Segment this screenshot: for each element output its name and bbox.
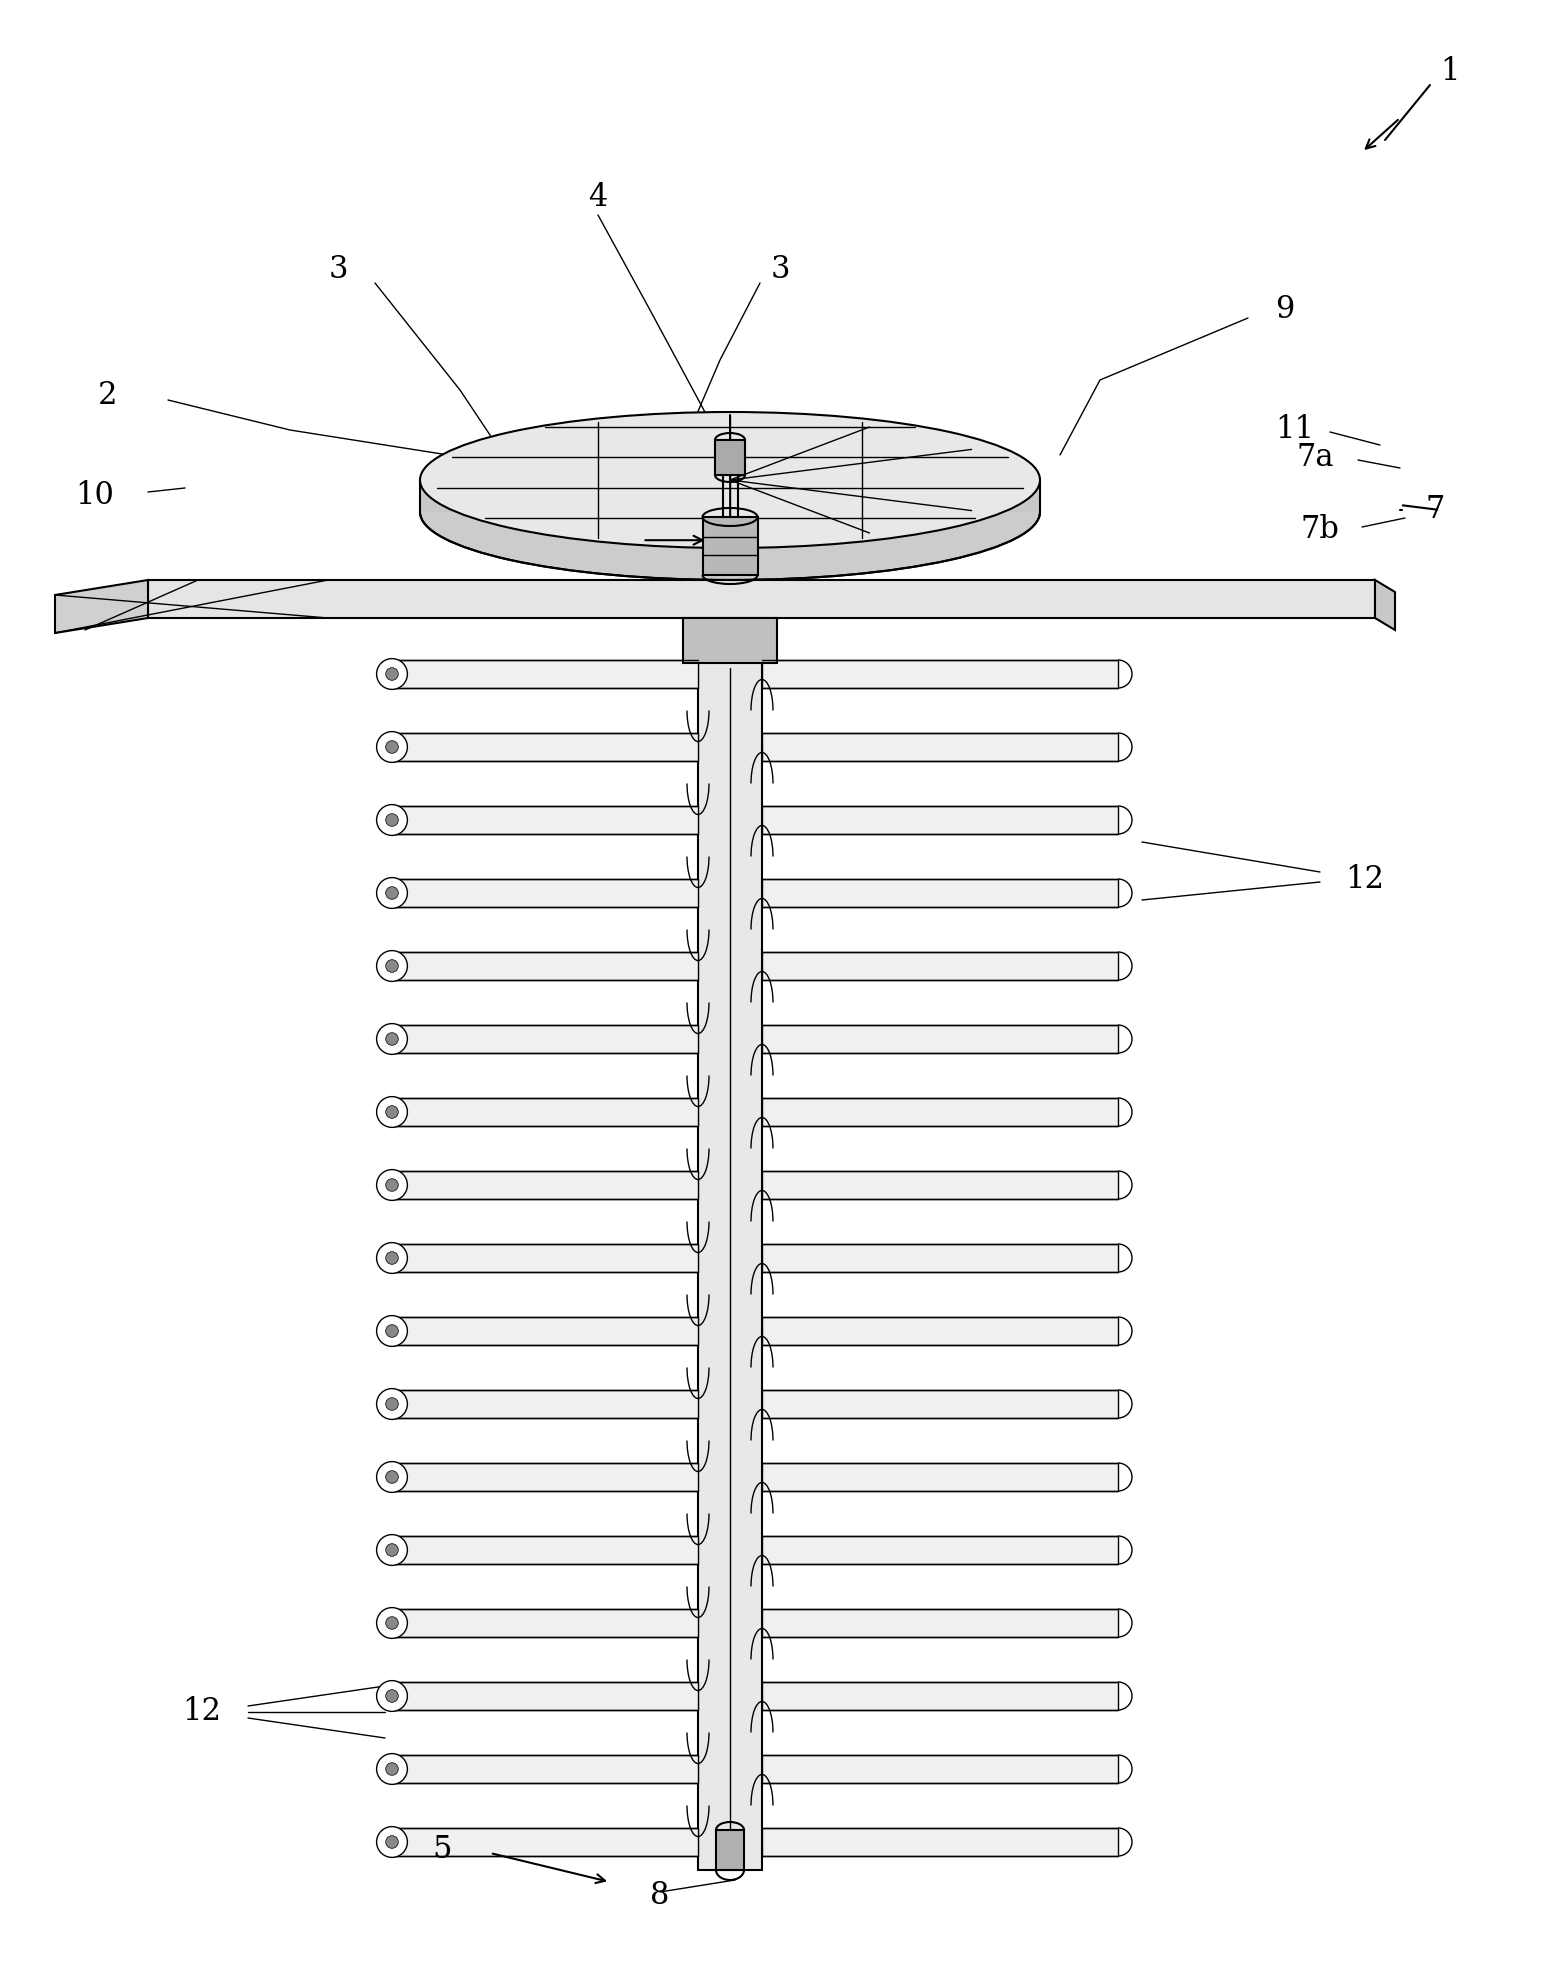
Polygon shape bbox=[148, 580, 1375, 617]
Polygon shape bbox=[391, 1245, 698, 1272]
Text: 9: 9 bbox=[1275, 295, 1294, 325]
Polygon shape bbox=[762, 1609, 1118, 1637]
Ellipse shape bbox=[377, 1534, 407, 1565]
Ellipse shape bbox=[377, 1389, 407, 1419]
Text: 4: 4 bbox=[588, 182, 608, 214]
Text: 12: 12 bbox=[182, 1696, 221, 1728]
Ellipse shape bbox=[385, 1617, 398, 1629]
Polygon shape bbox=[391, 805, 698, 833]
Text: 7a: 7a bbox=[1296, 443, 1335, 473]
Ellipse shape bbox=[385, 1106, 398, 1118]
Ellipse shape bbox=[385, 1251, 398, 1265]
Ellipse shape bbox=[377, 1023, 407, 1055]
Polygon shape bbox=[762, 1755, 1118, 1783]
Ellipse shape bbox=[377, 1607, 407, 1639]
Ellipse shape bbox=[377, 1827, 407, 1858]
Ellipse shape bbox=[377, 805, 407, 835]
Polygon shape bbox=[762, 1098, 1118, 1126]
Text: 3: 3 bbox=[329, 255, 348, 285]
Text: 7: 7 bbox=[1425, 495, 1445, 526]
Polygon shape bbox=[762, 661, 1118, 689]
Polygon shape bbox=[391, 1462, 698, 1490]
Polygon shape bbox=[762, 1316, 1118, 1346]
Ellipse shape bbox=[419, 443, 1040, 580]
Ellipse shape bbox=[385, 1763, 398, 1775]
Polygon shape bbox=[762, 1245, 1118, 1272]
Polygon shape bbox=[391, 1536, 698, 1563]
Ellipse shape bbox=[377, 1170, 407, 1201]
Text: 12: 12 bbox=[1345, 865, 1384, 896]
Ellipse shape bbox=[377, 1243, 407, 1272]
Polygon shape bbox=[762, 1682, 1118, 1710]
Ellipse shape bbox=[385, 1179, 398, 1191]
Text: 1: 1 bbox=[1441, 57, 1459, 87]
Ellipse shape bbox=[385, 887, 398, 898]
Text: 10: 10 bbox=[75, 479, 114, 511]
Polygon shape bbox=[419, 481, 1040, 513]
Text: 7b: 7b bbox=[1300, 515, 1339, 546]
Ellipse shape bbox=[385, 813, 398, 827]
Polygon shape bbox=[762, 805, 1118, 833]
Polygon shape bbox=[391, 661, 698, 689]
Ellipse shape bbox=[377, 1680, 407, 1712]
Ellipse shape bbox=[377, 950, 407, 982]
Polygon shape bbox=[391, 1172, 698, 1199]
Polygon shape bbox=[698, 617, 762, 1870]
Polygon shape bbox=[391, 952, 698, 980]
Ellipse shape bbox=[385, 740, 398, 754]
Polygon shape bbox=[762, 879, 1118, 906]
Text: 11: 11 bbox=[1275, 414, 1314, 445]
Polygon shape bbox=[1375, 580, 1395, 629]
Polygon shape bbox=[391, 732, 698, 762]
Polygon shape bbox=[762, 952, 1118, 980]
Ellipse shape bbox=[419, 412, 1040, 548]
Polygon shape bbox=[762, 1462, 1118, 1490]
Polygon shape bbox=[391, 1316, 698, 1346]
Polygon shape bbox=[762, 1536, 1118, 1563]
Polygon shape bbox=[391, 1025, 698, 1053]
Ellipse shape bbox=[385, 960, 398, 972]
Polygon shape bbox=[703, 517, 758, 576]
Polygon shape bbox=[391, 1682, 698, 1710]
Polygon shape bbox=[762, 1172, 1118, 1199]
Ellipse shape bbox=[377, 877, 407, 908]
Polygon shape bbox=[391, 1755, 698, 1783]
Polygon shape bbox=[762, 1389, 1118, 1419]
Polygon shape bbox=[716, 439, 745, 475]
Polygon shape bbox=[762, 732, 1118, 762]
Ellipse shape bbox=[377, 1462, 407, 1492]
Text: 5: 5 bbox=[432, 1835, 452, 1866]
Text: 3: 3 bbox=[770, 255, 790, 285]
Text: 2: 2 bbox=[98, 380, 118, 410]
Ellipse shape bbox=[377, 1753, 407, 1785]
Polygon shape bbox=[391, 1389, 698, 1419]
Polygon shape bbox=[55, 580, 148, 633]
Text: 8: 8 bbox=[650, 1880, 670, 1910]
Ellipse shape bbox=[385, 1470, 398, 1484]
Polygon shape bbox=[391, 1609, 698, 1637]
Ellipse shape bbox=[385, 1033, 398, 1045]
Ellipse shape bbox=[377, 659, 407, 689]
Ellipse shape bbox=[385, 667, 398, 681]
Polygon shape bbox=[762, 1025, 1118, 1053]
Ellipse shape bbox=[385, 1690, 398, 1702]
Ellipse shape bbox=[377, 1096, 407, 1128]
Polygon shape bbox=[391, 879, 698, 906]
Ellipse shape bbox=[377, 1316, 407, 1346]
Polygon shape bbox=[391, 1829, 698, 1856]
Polygon shape bbox=[762, 1829, 1118, 1856]
Polygon shape bbox=[683, 617, 776, 663]
Polygon shape bbox=[391, 1098, 698, 1126]
Polygon shape bbox=[716, 1831, 744, 1870]
Ellipse shape bbox=[385, 1544, 398, 1555]
Ellipse shape bbox=[385, 1837, 398, 1848]
Ellipse shape bbox=[385, 1397, 398, 1411]
Ellipse shape bbox=[377, 732, 407, 762]
Ellipse shape bbox=[385, 1324, 398, 1338]
